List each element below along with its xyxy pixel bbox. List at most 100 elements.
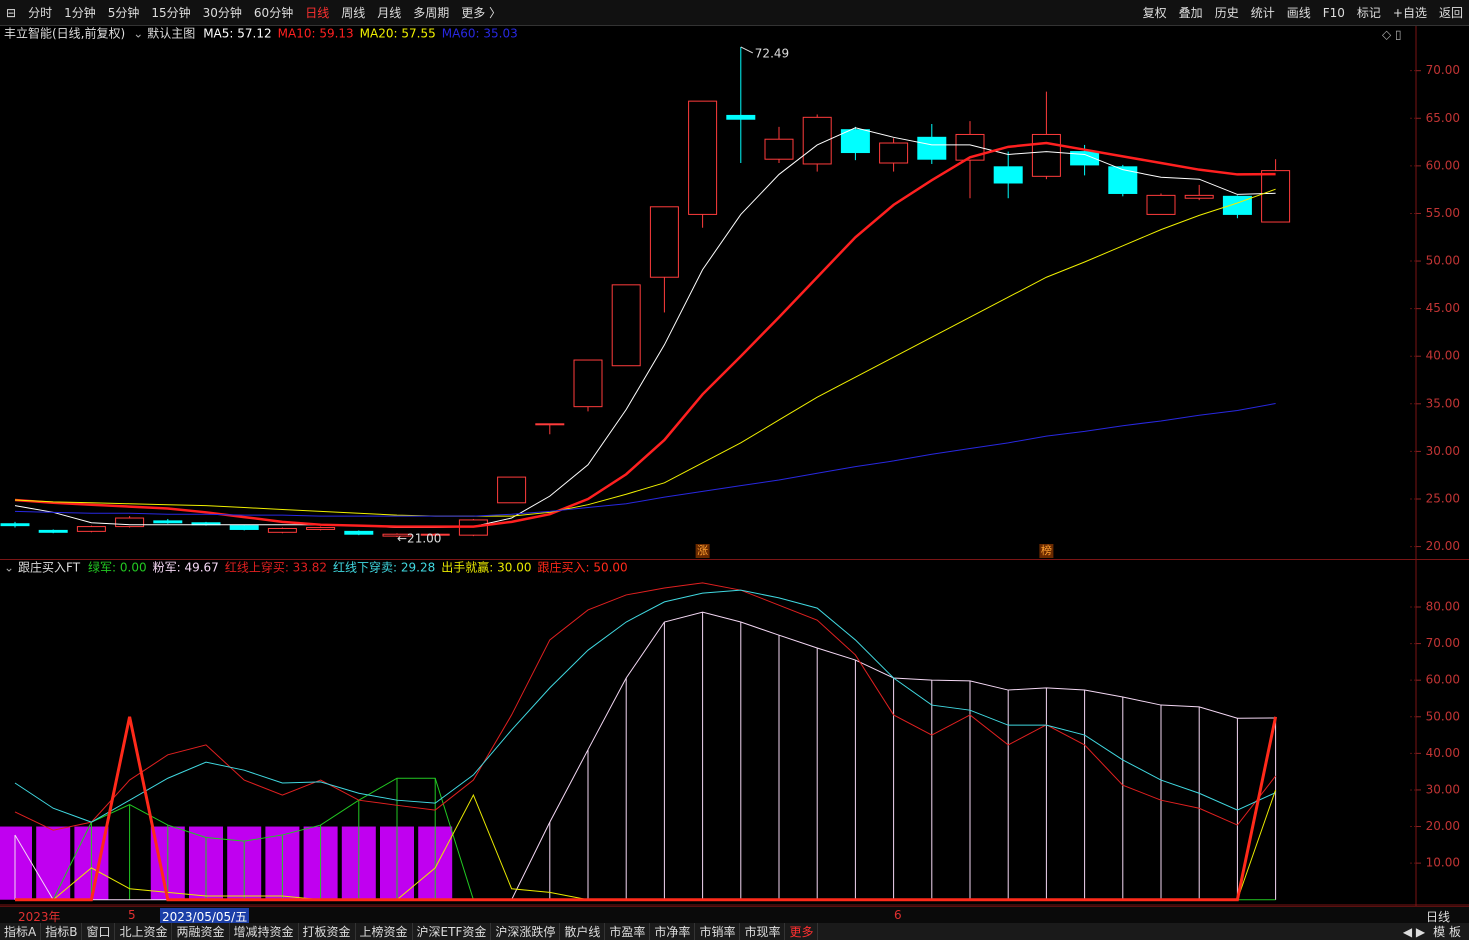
tab[interactable]: 市盈率	[605, 923, 651, 940]
y-tick-label: 50.00	[1426, 709, 1460, 723]
candle-body	[955, 133, 985, 161]
y-tick-label: 70.00	[1426, 636, 1460, 650]
y-tick-label: 40.00	[1426, 746, 1460, 760]
y-tick-label: 25.00	[1426, 491, 1460, 505]
period-button[interactable]: 多周期	[413, 6, 450, 20]
panel-title: 跟庄买入FT	[18, 560, 81, 575]
period-button[interactable]: 日线	[305, 6, 330, 20]
candle-body	[38, 529, 68, 533]
tab[interactable]: 两融资金	[172, 923, 230, 940]
tab[interactable]: 打板资金	[299, 923, 356, 940]
period-button[interactable]: 15分钟	[151, 6, 191, 20]
candle-body	[306, 527, 336, 530]
template[interactable]: 模 板	[1433, 925, 1461, 939]
flag-box	[695, 544, 710, 558]
max-pointer	[740, 46, 754, 54]
candle-body	[344, 530, 374, 535]
tool-button[interactable]: +自选	[1392, 6, 1427, 20]
candle-body	[76, 526, 106, 532]
period-button[interactable]: 分时	[28, 6, 53, 20]
min-label: ←21.00	[397, 532, 441, 546]
y-tick-label: 10.00	[1426, 856, 1460, 870]
collapse-icon: ⌄	[133, 27, 143, 41]
tools: 复权 叠加 历史 统计 画线 F10 标记 +自选 返回	[1137, 4, 1469, 21]
tool-button[interactable]: 历史	[1214, 6, 1239, 20]
period-button[interactable]: 5分钟	[107, 6, 140, 20]
flag: 榜	[1041, 543, 1052, 557]
period-button[interactable]: 30分钟	[202, 6, 242, 20]
candle-body	[1031, 133, 1061, 177]
tool-button[interactable]: 返回	[1438, 6, 1463, 20]
y-tick-label: 55.00	[1426, 206, 1460, 220]
flag-box	[1039, 544, 1054, 558]
series-line	[14, 141, 1276, 528]
series-line	[14, 127, 1276, 529]
y-tick-label: 30.00	[1426, 444, 1460, 458]
y-tick-label: 70.00	[1426, 63, 1460, 77]
period-button[interactable]: 60分钟	[253, 6, 294, 20]
tab[interactable]: 散户线	[560, 923, 606, 940]
menu-icon[interactable]: ⊟	[6, 5, 17, 20]
candle-body	[688, 100, 718, 215]
period-button[interactable]: 1分钟	[64, 6, 96, 20]
legend-entry: MA20: 57.55	[360, 27, 436, 41]
tab[interactable]: 市现率	[740, 923, 786, 940]
tool-button[interactable]: 画线	[1286, 6, 1311, 20]
legend-entry: MA60: 35.03	[442, 27, 518, 41]
tab[interactable]: 窗口	[82, 923, 116, 940]
tool-button[interactable]: 统计	[1250, 6, 1275, 20]
candle-body	[879, 142, 909, 164]
candle-body	[535, 423, 565, 426]
tab[interactable]: 市销率	[695, 923, 741, 940]
date-cursor: 2023/05/05/五	[160, 908, 250, 925]
candle-body	[764, 138, 794, 160]
candle-body	[649, 206, 679, 278]
tab[interactable]: 指标A	[0, 923, 42, 940]
tab[interactable]: 上榜资金	[356, 923, 413, 940]
legend-entry: 粉军: 49.67	[153, 561, 219, 575]
options-icon: ◇ ▯	[1382, 28, 1402, 42]
candle-body	[115, 517, 145, 528]
period-button[interactable]: 更多 〉	[461, 6, 502, 20]
y-tick-label: 80.00	[1426, 600, 1460, 614]
series-line	[14, 589, 1276, 823]
candle-body	[1146, 194, 1176, 215]
tool-button[interactable]: F10	[1322, 6, 1345, 20]
tab-list: 指标A 指标B 窗口 北上资金 两融资金 增减持资金 打板资金 上榜资金 沪深ETF资金 沪深涨跌…	[0, 923, 819, 940]
y-tick-label: 65.00	[1426, 111, 1460, 125]
period-button[interactable]: 月线	[377, 6, 402, 20]
candle-body	[1108, 166, 1138, 194]
flag: 涨	[697, 544, 708, 557]
indicator-bar	[0, 826, 32, 900]
legend-entry: 出手就赢: 30.00	[441, 560, 531, 575]
candle-body	[0, 523, 30, 527]
tab[interactable]: 北上资金	[115, 923, 173, 940]
candle-body	[497, 476, 527, 504]
candle-body	[1261, 170, 1291, 223]
period-label: 日线	[1426, 910, 1451, 924]
y-tick-label: 40.00	[1426, 349, 1460, 363]
candle-body	[611, 284, 641, 367]
legend-entry: MA10: 59.13	[278, 27, 354, 41]
tab[interactable]: 增减持资金	[230, 923, 299, 940]
tab[interactable]: 市净率	[650, 923, 696, 940]
candle-body	[840, 129, 870, 154]
tool-button[interactable]: 叠加	[1178, 6, 1203, 20]
tab[interactable]: 指标B	[41, 923, 83, 940]
candle-body	[573, 359, 603, 408]
y-tick-label: 60.00	[1426, 158, 1460, 172]
date-label: 5	[128, 908, 136, 922]
tab[interactable]: 更多	[785, 923, 819, 940]
arrows[interactable]: ◀ ▶	[1402, 924, 1426, 939]
tool-button[interactable]: 复权	[1142, 6, 1167, 20]
tab[interactable]: 沪深ETF资金	[413, 923, 492, 940]
y-tick-label: 20.00	[1426, 539, 1460, 553]
period-button[interactable]: 周线	[341, 6, 366, 20]
bottom-tabs: 指标A 指标B 窗口 北上资金 两融资金 增减持资金 打板资金 上榜资金 沪深ETF资金 沪深涨跌…	[0, 923, 1469, 940]
tool-button[interactable]: 标记	[1356, 6, 1381, 20]
tab[interactable]: 沪深涨跌停	[491, 923, 561, 940]
legend-entry: 红线上穿买: 33.82	[225, 560, 327, 575]
series-line	[14, 582, 1276, 831]
candle-body	[420, 533, 450, 536]
